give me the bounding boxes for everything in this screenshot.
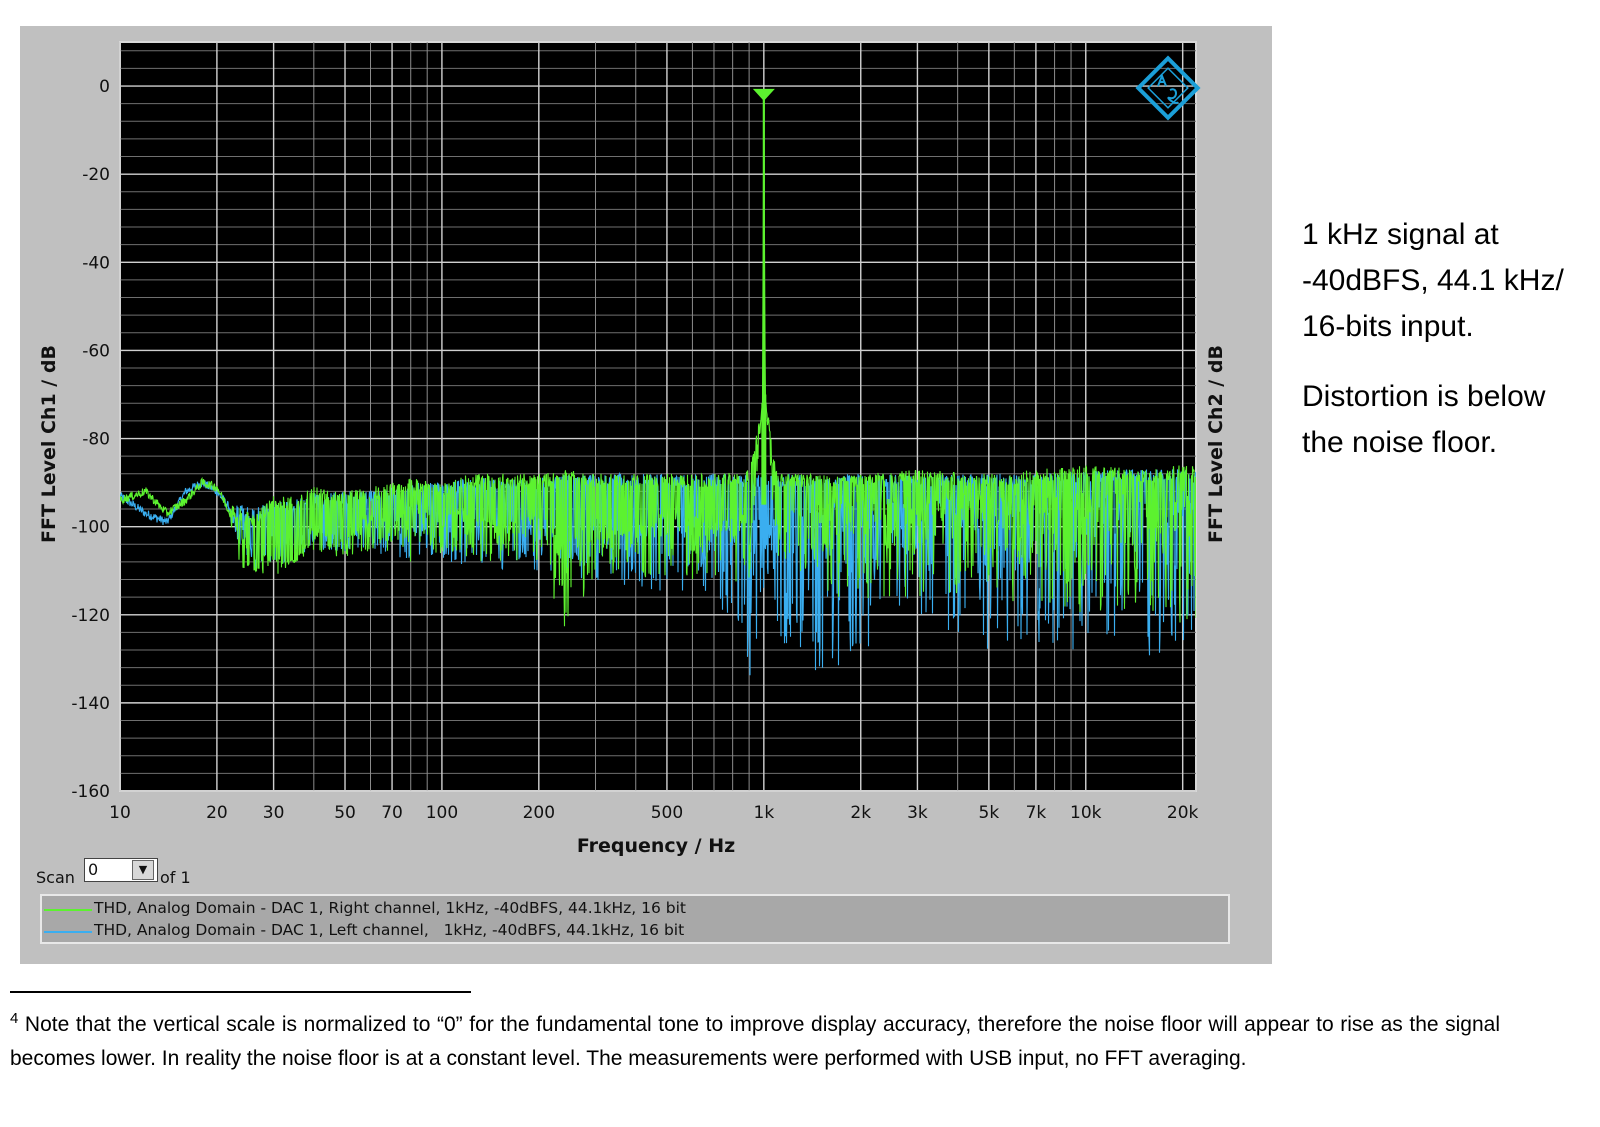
x-tick-label: 3k — [907, 803, 928, 823]
x-tick-label: 30 — [263, 803, 285, 823]
y-axis-label-left: FFT Level Ch1 / dB — [38, 345, 60, 543]
x-tick-label: 7k — [1026, 803, 1047, 823]
x-tick-label: 20 — [206, 803, 228, 823]
side-note: 1 kHz signal at -40dBFS, 44.1 kHz/ 16-bi… — [1302, 212, 1592, 466]
scan-label: Scan — [36, 868, 75, 887]
x-tick-label: 200 — [523, 803, 555, 823]
legend: THD, Analog Domain - DAC 1, Right channe… — [40, 894, 1230, 944]
y-tick-label: -120 — [71, 606, 110, 626]
y-tick-label: -60 — [82, 341, 110, 361]
x-tick-label: 2k — [850, 803, 871, 823]
x-tick-label: 10 — [109, 803, 131, 823]
x-tick-label: 10k — [1070, 803, 1102, 823]
x-tick-label: 500 — [651, 803, 683, 823]
side-note-line: 1 kHz signal at — [1302, 218, 1499, 251]
footnote: 4 Note that the vertical scale is normal… — [10, 1008, 1500, 1076]
side-note-line: -40dBFS, 44.1 kHz/ — [1302, 264, 1564, 297]
legend-entry: THD, Analog Domain - DAC 1, Right channe… — [42, 898, 1228, 920]
scan-of-label: of 1 — [160, 868, 191, 887]
legend-label: THD, Analog Domain - DAC 1, Right channe… — [94, 899, 686, 917]
legend-entry: THD, Analog Domain - DAC 1, Left channel… — [42, 920, 1228, 942]
y-tick-label: -80 — [82, 430, 110, 450]
y-tick-label: -140 — [71, 694, 110, 714]
footnote-text: Note that the vertical scale is normaliz… — [10, 1013, 1500, 1070]
x-tick-label: 50 — [334, 803, 356, 823]
x-tick-label: 20k — [1167, 803, 1199, 823]
legend-swatch — [44, 931, 92, 933]
x-tick-label: 70 — [381, 803, 403, 823]
side-note-line: Distortion is below — [1302, 380, 1546, 413]
y-tick-label: 0 — [99, 77, 110, 97]
plot-area — [119, 41, 1197, 792]
chart-panel: 0 -20 -40 -60 -80 -100 -120 -140 -160 10 20 30 50 70 1… — [20, 26, 1272, 964]
y-tick-label: -20 — [82, 165, 110, 185]
x-tick-label: 100 — [426, 803, 458, 823]
legend-label: THD, Analog Domain - DAC 1, Left channel… — [94, 921, 685, 939]
series-line — [120, 137, 1196, 627]
x-tick-label: 5k — [979, 803, 1000, 823]
dropdown-arrow-icon[interactable]: ▼ — [132, 860, 154, 880]
rohde-schwarz-logo-icon — [1135, 55, 1201, 121]
legend-swatch — [44, 909, 92, 911]
x-tick-label: 1k — [754, 803, 775, 823]
x-axis-label: Frequency / Hz — [577, 835, 735, 857]
footnote-divider — [10, 991, 471, 993]
footnote-marker: 4 — [10, 1010, 19, 1027]
peak-marker-icon — [752, 88, 775, 101]
y-tick-label: -100 — [71, 518, 110, 538]
y-tick-label: -40 — [82, 253, 110, 273]
side-note-line: 16-bits input. — [1302, 310, 1474, 343]
y-tick-label: -160 — [71, 782, 110, 802]
side-note-line: the noise floor. — [1302, 426, 1498, 459]
y-axis-label-right: FFT Level Ch2 / dB — [1205, 345, 1227, 543]
